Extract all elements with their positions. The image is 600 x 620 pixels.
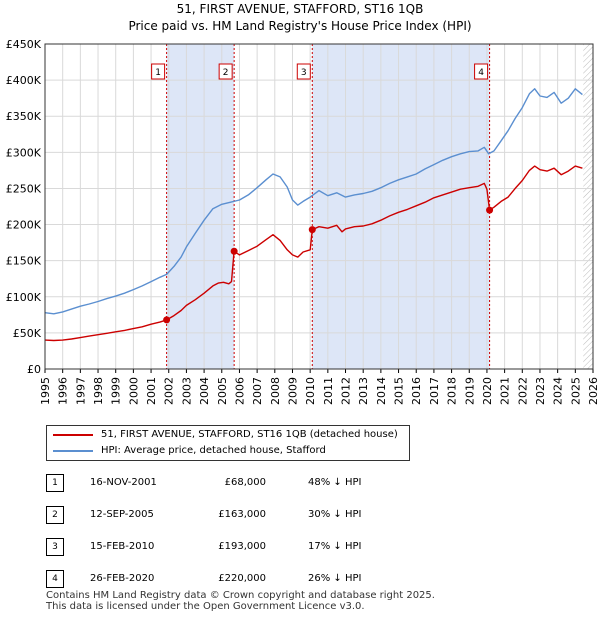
plot-border — [44, 43, 594, 370]
x-tick-label: 2023 — [534, 377, 547, 405]
x-tick-label: 2000 — [127, 377, 140, 405]
transaction-price: £163,000 — [218, 509, 266, 520]
table-row: 4 26-FEB-2020 £220,000 26% ↓ HPI — [46, 570, 446, 588]
transaction-number-badge: 1 — [46, 474, 64, 492]
x-tick-label: 2014 — [375, 377, 388, 405]
x-tick-label: 2003 — [180, 377, 193, 405]
transaction-hpi-diff: 26% ↓ HPI — [308, 573, 362, 584]
transaction-hpi-diff: 30% ↓ HPI — [308, 509, 362, 520]
price-chart: 51, FIRST AVENUE, STAFFORD, ST16 1QB Pri… — [6, 2, 600, 405]
transaction-date: 26-FEB-2020 — [90, 573, 155, 584]
x-tick-label: 2001 — [145, 377, 158, 405]
sale-badge-label-1: 1 — [155, 68, 161, 78]
transaction-number-badge: 3 — [46, 538, 64, 556]
y-tick-label: £100K — [6, 291, 42, 304]
table-row: 1 16-NOV-2001 £68,000 48% ↓ HPI — [46, 474, 446, 492]
transaction-hpi-diff: 48% ↓ HPI — [308, 477, 362, 488]
y-tick-label: £250K — [6, 182, 42, 195]
x-tick-label: 2012 — [340, 377, 353, 405]
x-tick-label: 2011 — [322, 377, 335, 405]
transaction-hpi-diff: 17% ↓ HPI — [308, 541, 362, 552]
x-tick-label: 2016 — [410, 377, 423, 405]
x-tick-label: 2002 — [163, 377, 176, 405]
chart-subtitle: Price paid vs. HM Land Registry's House … — [128, 19, 471, 33]
transaction-price: £68,000 — [224, 477, 266, 488]
x-tick-label: 2019 — [463, 377, 476, 405]
sale-badge-4 — [474, 63, 489, 80]
sale-badge-3 — [296, 63, 311, 80]
x-tick-label: 2009 — [286, 377, 299, 405]
x-tick-label: 2024 — [552, 377, 565, 405]
footer-licence: This data is licensed under the Open Gov… — [46, 601, 365, 612]
x-tick-label: 2018 — [446, 377, 459, 405]
y-tick-label: £300K — [6, 146, 42, 159]
x-tick-label: 1996 — [57, 377, 70, 405]
x-tick-label: 2026 — [587, 377, 600, 405]
x-tick-label: 2008 — [269, 377, 282, 405]
x-tick-label: 2010 — [304, 377, 317, 405]
legend-swatch-blue — [53, 450, 93, 452]
y-tick-label: £350K — [6, 110, 42, 123]
y-tick-label: £50K — [13, 327, 42, 340]
x-tick-label: 2025 — [569, 377, 582, 405]
legend-swatch-red — [53, 434, 93, 436]
ownership-shade-2 — [312, 44, 490, 369]
x-tick-label: 2021 — [499, 377, 512, 405]
legend-label-property: 51, FIRST AVENUE, STAFFORD, ST16 1QB (de… — [101, 429, 398, 440]
y-tick-label: £400K — [6, 74, 42, 87]
sale-badge-2 — [218, 63, 233, 80]
sale-badge-1 — [151, 63, 166, 80]
sale-point-2 — [230, 247, 238, 255]
chart-legend: 51, FIRST AVENUE, STAFFORD, ST16 1QB (de… — [46, 425, 410, 461]
x-tick-label: 1999 — [110, 377, 123, 405]
table-row: 2 12-SEP-2005 £163,000 30% ↓ HPI — [46, 506, 446, 524]
sale-badge-label-4: 4 — [478, 68, 484, 78]
legend-label-hpi: HPI: Average price, detached house, Staf… — [101, 445, 326, 456]
x-tick-label: 1995 — [39, 377, 52, 405]
x-tick-label: 2015 — [393, 377, 406, 405]
x-tick-label: 1998 — [92, 377, 105, 405]
footer-attribution: Contains HM Land Registry data © Crown c… — [46, 590, 435, 612]
x-tick-label: 1997 — [74, 377, 87, 405]
y-tick-label: £150K — [6, 255, 42, 268]
transaction-price: £193,000 — [218, 541, 266, 552]
hpi-series-line — [44, 88, 583, 315]
transaction-date: 16-NOV-2001 — [90, 477, 157, 488]
transaction-number-badge: 2 — [46, 506, 64, 524]
x-tick-label: 2020 — [481, 377, 494, 405]
transaction-date: 15-FEB-2010 — [90, 541, 155, 552]
x-tick-label: 2006 — [233, 377, 246, 405]
chart-title: 51, FIRST AVENUE, STAFFORD, ST16 1QB — [177, 2, 424, 16]
sale-badge-label-2: 2 — [223, 68, 229, 78]
y-tick-label: £0 — [27, 363, 41, 376]
ownership-shade-1 — [166, 44, 235, 369]
transaction-price: £220,000 — [218, 573, 266, 584]
y-tick-label: £200K — [6, 219, 42, 232]
x-tick-label: 2017 — [428, 377, 441, 405]
sale-badge-label-3: 3 — [301, 68, 307, 78]
y-tick-label: £450K — [6, 38, 42, 51]
sale-point-3 — [308, 226, 316, 234]
footer-copyright: Contains HM Land Registry data © Crown c… — [46, 590, 435, 601]
x-tick-label: 2022 — [516, 377, 529, 405]
x-tick-label: 2013 — [357, 377, 370, 405]
x-tick-label: 2004 — [198, 377, 211, 405]
transaction-number-badge: 4 — [46, 570, 64, 588]
transaction-date: 12-SEP-2005 — [90, 509, 154, 520]
x-tick-label: 2007 — [251, 377, 264, 405]
table-row: 3 15-FEB-2010 £193,000 17% ↓ HPI — [46, 538, 446, 556]
x-tick-label: 2005 — [216, 377, 229, 405]
forecast-hatch — [583, 44, 593, 369]
sale-point-4 — [486, 206, 494, 214]
sale-point-1 — [163, 316, 171, 324]
